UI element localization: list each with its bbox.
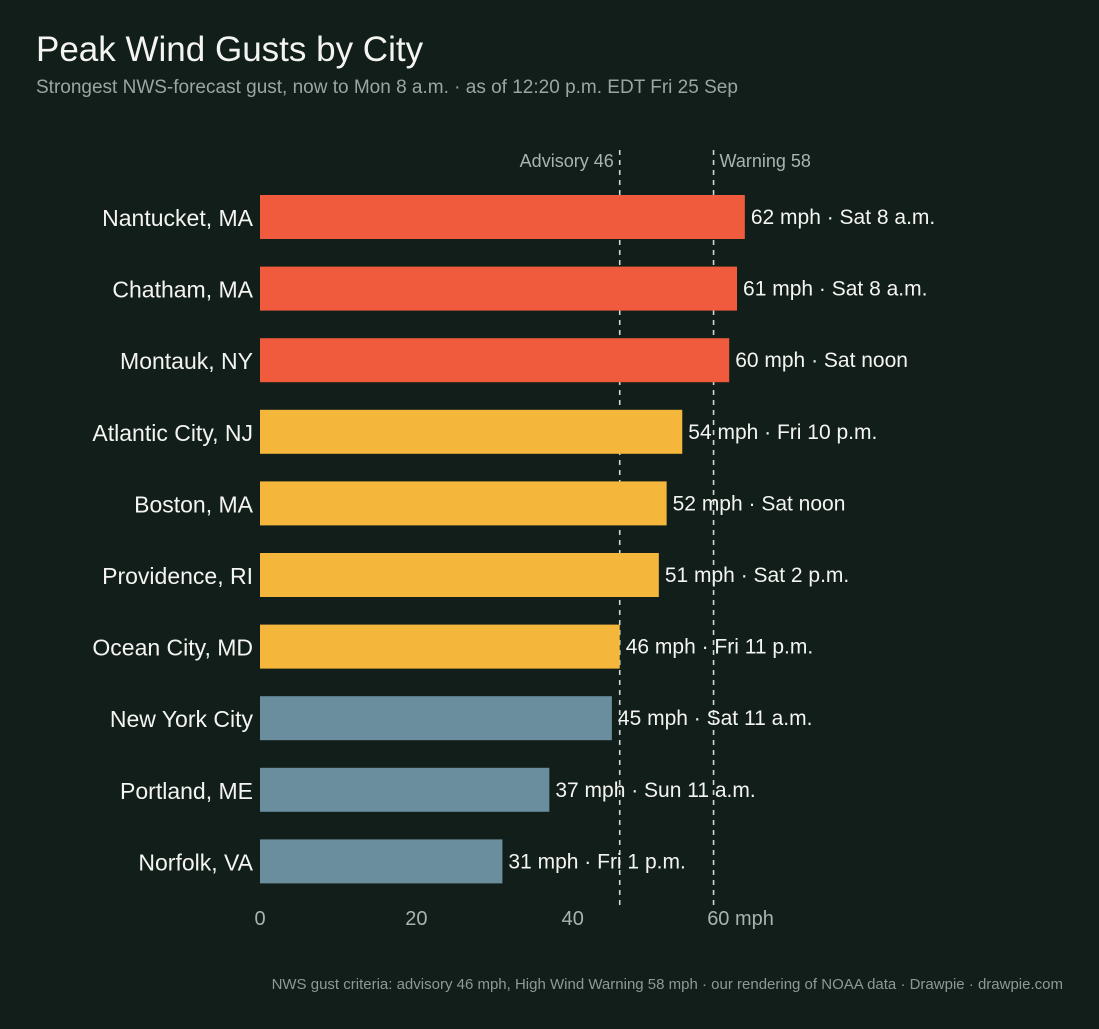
data-label: 61 mph · Sat 8 a.m. <box>743 278 927 301</box>
category-label: Portland, ME <box>120 778 253 804</box>
data-label: 52 mph · Sat noon <box>673 492 846 515</box>
bar <box>260 481 667 526</box>
bar <box>260 624 620 669</box>
bar <box>260 195 745 239</box>
reference-line-label: Warning 58 <box>720 151 811 171</box>
x-tick-label: 60 mph <box>707 908 774 930</box>
bar <box>260 767 550 812</box>
bar <box>260 553 659 597</box>
data-label: 31 mph · Fri 1 p.m. <box>508 850 685 873</box>
category-label: Ocean City, MD <box>92 635 253 661</box>
category-label: Montauk, NY <box>120 348 253 374</box>
x-tick-label: 40 <box>562 908 584 930</box>
category-label: Norfolk, VA <box>138 849 253 875</box>
bar <box>260 338 730 383</box>
bar <box>260 266 738 311</box>
reference-line-label: Advisory 46 <box>520 151 614 171</box>
bar <box>260 839 503 884</box>
x-tick-label: 0 <box>254 908 265 930</box>
data-label: 51 mph · Sat 2 p.m. <box>665 564 849 587</box>
data-label: 45 mph · Sat 11 a.m. <box>618 707 813 730</box>
data-label: 62 mph · Sat 8 a.m. <box>751 206 935 229</box>
category-label: New York City <box>110 706 254 732</box>
data-label: 37 mph · Sun 11 a.m. <box>555 779 755 802</box>
category-label: Providence, RI <box>102 563 253 589</box>
chart-subtitle: Strongest NWS-forecast gust, now to Mon … <box>36 77 738 98</box>
category-label: Boston, MA <box>134 491 254 517</box>
bar <box>260 409 683 454</box>
bar <box>260 696 612 741</box>
footnote: NWS gust criteria: advisory 46 mph, High… <box>271 976 1063 993</box>
data-label: 46 mph · Fri 11 p.m. <box>626 636 814 659</box>
chart-title: Peak Wind Gusts by City <box>36 30 424 69</box>
data-label: 60 mph · Sat noon <box>735 349 908 372</box>
data-label: 54 mph · Fri 10 p.m. <box>688 421 877 444</box>
x-tick-label: 20 <box>405 908 427 930</box>
category-label: Nantucket, MA <box>102 205 253 231</box>
category-label: Chatham, MA <box>112 277 253 303</box>
category-label: Atlantic City, NJ <box>92 420 253 446</box>
